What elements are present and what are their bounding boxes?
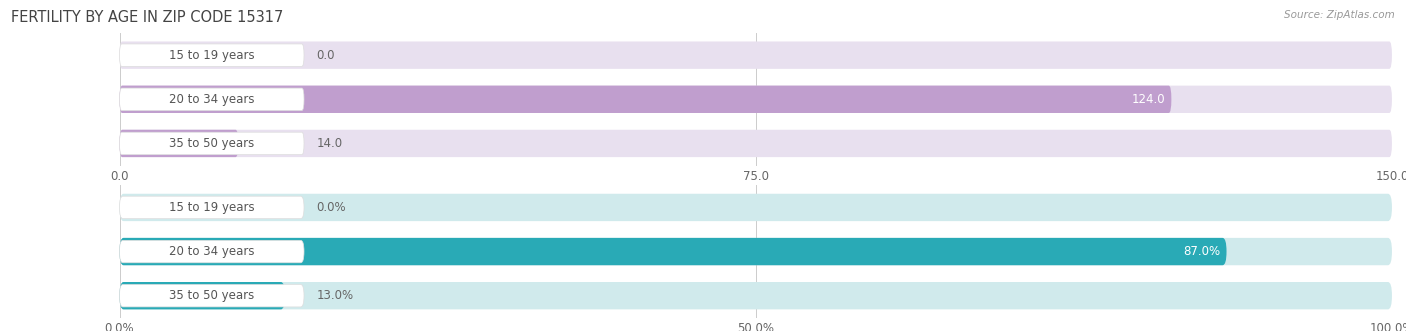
Text: 13.0%: 13.0% bbox=[316, 289, 354, 302]
Text: 0.0%: 0.0% bbox=[316, 201, 346, 214]
FancyBboxPatch shape bbox=[120, 41, 1392, 69]
Text: 15 to 19 years: 15 to 19 years bbox=[169, 201, 254, 214]
FancyBboxPatch shape bbox=[120, 130, 1392, 157]
Text: 20 to 34 years: 20 to 34 years bbox=[169, 93, 254, 106]
FancyBboxPatch shape bbox=[120, 282, 1392, 309]
Text: 15 to 19 years: 15 to 19 years bbox=[169, 49, 254, 62]
Text: 87.0%: 87.0% bbox=[1182, 245, 1220, 258]
FancyBboxPatch shape bbox=[120, 88, 304, 111]
Text: 124.0: 124.0 bbox=[1132, 93, 1166, 106]
FancyBboxPatch shape bbox=[120, 196, 304, 219]
Text: 20 to 34 years: 20 to 34 years bbox=[169, 245, 254, 258]
Text: 14.0: 14.0 bbox=[316, 137, 343, 150]
FancyBboxPatch shape bbox=[120, 194, 1392, 221]
Text: Source: ZipAtlas.com: Source: ZipAtlas.com bbox=[1284, 10, 1395, 20]
FancyBboxPatch shape bbox=[120, 86, 1171, 113]
FancyBboxPatch shape bbox=[120, 130, 238, 157]
Text: FERTILITY BY AGE IN ZIP CODE 15317: FERTILITY BY AGE IN ZIP CODE 15317 bbox=[11, 10, 284, 25]
Text: 35 to 50 years: 35 to 50 years bbox=[169, 137, 254, 150]
FancyBboxPatch shape bbox=[120, 240, 304, 263]
FancyBboxPatch shape bbox=[120, 86, 1392, 113]
Text: 35 to 50 years: 35 to 50 years bbox=[169, 289, 254, 302]
FancyBboxPatch shape bbox=[120, 282, 285, 309]
FancyBboxPatch shape bbox=[120, 238, 1226, 265]
FancyBboxPatch shape bbox=[120, 132, 304, 155]
FancyBboxPatch shape bbox=[120, 284, 304, 307]
FancyBboxPatch shape bbox=[120, 44, 304, 67]
Text: 0.0: 0.0 bbox=[316, 49, 335, 62]
FancyBboxPatch shape bbox=[120, 238, 1392, 265]
